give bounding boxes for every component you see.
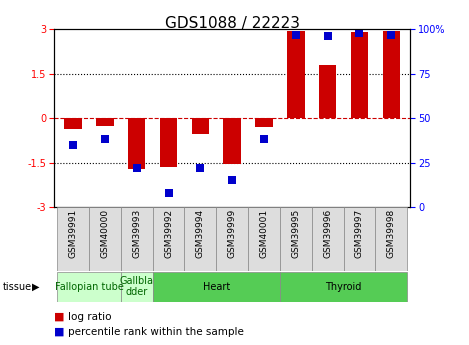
Point	[324, 34, 332, 39]
Text: tissue: tissue	[2, 282, 31, 292]
Text: Gallbla
dder: Gallbla dder	[120, 276, 154, 297]
Bar	[152, 272, 280, 302]
Bar	[96, 118, 113, 126]
Text: percentile rank within the sample: percentile rank within the sample	[68, 327, 244, 337]
Bar	[160, 118, 177, 167]
Bar	[343, 207, 375, 271]
Point	[387, 32, 395, 37]
Bar	[383, 31, 400, 118]
Point	[197, 165, 204, 171]
Bar	[375, 207, 407, 271]
Bar	[128, 118, 145, 168]
Bar	[191, 118, 209, 135]
Text: GSM39993: GSM39993	[132, 209, 141, 258]
Point	[260, 137, 268, 142]
Bar	[152, 207, 184, 271]
Bar	[312, 207, 343, 271]
Point	[165, 190, 172, 196]
Text: GSM40000: GSM40000	[100, 209, 109, 258]
Bar	[57, 272, 121, 302]
Point	[356, 30, 363, 36]
Bar	[248, 207, 280, 271]
Text: GSM39994: GSM39994	[196, 209, 205, 258]
Bar	[121, 272, 152, 302]
Bar	[216, 207, 248, 271]
Bar	[89, 207, 121, 271]
Text: GSM39999: GSM39999	[227, 209, 237, 258]
Bar	[184, 207, 216, 271]
Bar	[57, 207, 89, 271]
Text: ■: ■	[54, 327, 64, 337]
Text: Fallopian tube: Fallopian tube	[54, 282, 123, 292]
Point	[228, 178, 236, 183]
Point	[101, 137, 109, 142]
Bar	[351, 32, 368, 118]
Text: GSM39995: GSM39995	[291, 209, 300, 258]
Bar	[287, 31, 304, 118]
Bar	[255, 118, 273, 127]
Bar	[121, 207, 152, 271]
Text: ▶: ▶	[32, 282, 39, 292]
Text: GSM40001: GSM40001	[259, 209, 268, 258]
Text: ■: ■	[54, 312, 64, 322]
Point	[133, 165, 140, 171]
Bar	[64, 118, 82, 129]
Text: Heart: Heart	[203, 282, 230, 292]
Text: Thyroid: Thyroid	[325, 282, 362, 292]
Bar	[319, 65, 336, 118]
Point	[69, 142, 77, 148]
Text: GSM39996: GSM39996	[323, 209, 332, 258]
Text: log ratio: log ratio	[68, 312, 112, 322]
Bar	[280, 207, 312, 271]
Bar	[280, 272, 407, 302]
Point	[292, 32, 300, 37]
Text: GSM39992: GSM39992	[164, 209, 173, 258]
Text: GDS1088 / 22223: GDS1088 / 22223	[165, 16, 300, 30]
Bar	[223, 118, 241, 164]
Text: GSM39998: GSM39998	[387, 209, 396, 258]
Text: GSM39991: GSM39991	[68, 209, 77, 258]
Text: GSM39997: GSM39997	[355, 209, 364, 258]
